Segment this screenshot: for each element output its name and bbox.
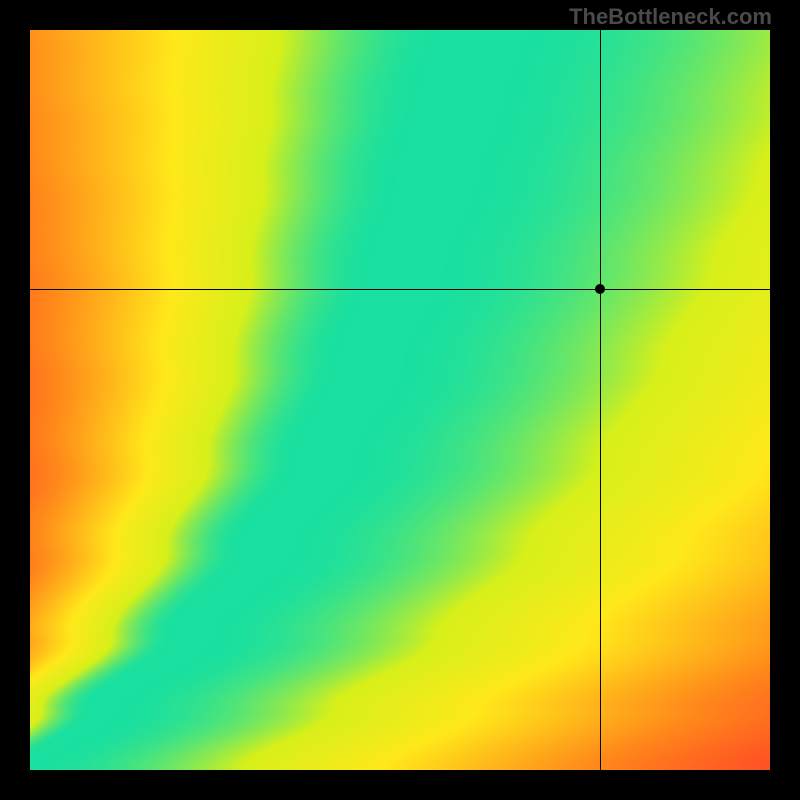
plot-area: [30, 30, 770, 770]
crosshair-horizontal: [30, 289, 770, 290]
crosshair-vertical: [600, 30, 601, 770]
crosshair-marker: [595, 284, 605, 294]
watermark-text: TheBottleneck.com: [569, 4, 772, 30]
heatmap-canvas: [30, 30, 770, 770]
root-container: TheBottleneck.com: [0, 0, 800, 800]
